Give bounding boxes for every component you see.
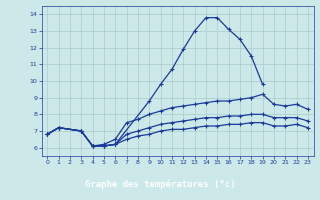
Text: Graphe des températures (°c): Graphe des températures (°c): [85, 179, 235, 189]
